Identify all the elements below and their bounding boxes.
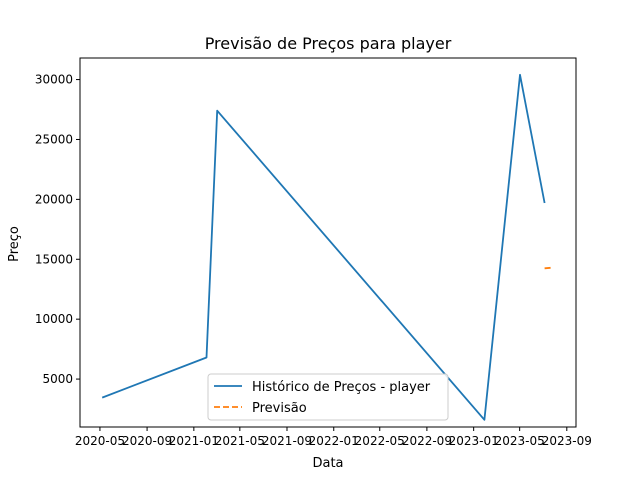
x-tick-label-8: 2023-01 (449, 434, 499, 448)
x-tick-label-10: 2023-09 (542, 434, 592, 448)
y-tick-label-4: 25000 (35, 132, 73, 146)
x-tick-label-4: 2021-09 (262, 434, 312, 448)
axes-frame (79, 57, 577, 428)
x-tick-label-7: 2022-09 (402, 434, 452, 448)
x-tick-label-0: 2020-05 (75, 434, 125, 448)
x-axis-ticks: 2020-052020-092021-012021-052021-092022-… (75, 427, 592, 448)
series-line-1 (544, 266, 553, 270)
x-tick-label-5: 2022-01 (309, 434, 359, 448)
y-tick-label-0: 5000 (42, 372, 73, 386)
y-tick-label-1: 10000 (35, 312, 73, 326)
x-axis-label: Data (312, 456, 343, 471)
y-axis-ticks: 5000 10000 15000 20000 25000 30000 (35, 73, 80, 386)
plot-area (79, 57, 577, 428)
x-tick-label-1: 2020-09 (122, 434, 172, 448)
chart-title: Previsão de Preços para player (205, 34, 452, 53)
legend-label-0: Histórico de Preços - player (252, 380, 431, 395)
x-tick-label-6: 2022-05 (355, 434, 405, 448)
y-axis-label: Preço (7, 226, 22, 262)
x-tick-label-9: 2023-05 (495, 434, 545, 448)
y-tick-label-5: 30000 (35, 73, 73, 87)
series-line-0 (101, 73, 546, 421)
y-tick-label-2: 15000 (35, 252, 73, 266)
x-tick-label-3: 2021-05 (215, 434, 265, 448)
x-tick-label-2: 2021-01 (169, 434, 219, 448)
legend: Histórico de Preços - player Previsão (207, 373, 449, 421)
y-tick-label-3: 20000 (35, 192, 73, 206)
legend-box (207, 373, 449, 421)
legend-label-1: Previsão (252, 401, 307, 416)
